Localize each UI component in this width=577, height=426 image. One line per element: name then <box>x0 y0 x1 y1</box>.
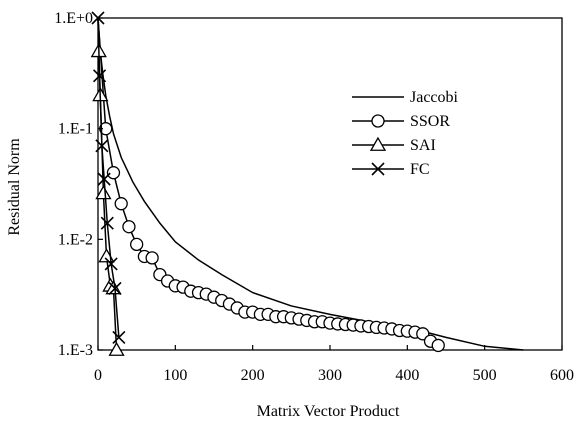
x-tick-label: 400 <box>395 367 419 384</box>
series-ssor <box>97 17 445 353</box>
series-sai <box>90 17 125 356</box>
y-tick-label: 1.E-1 <box>58 121 93 138</box>
legend-marker <box>369 136 387 151</box>
series-fc <box>91 11 126 344</box>
legend-marker <box>371 162 385 176</box>
legend: Jaccobi SSOR SAI FC <box>352 89 459 178</box>
data-point <box>145 251 159 265</box>
series-jaccobi <box>97 17 524 351</box>
legend-label: SAI <box>410 137 436 154</box>
x-tick-label: 500 <box>473 367 497 384</box>
x-marker-stroke <box>95 139 109 153</box>
data-point <box>130 237 144 252</box>
data-point <box>122 220 136 234</box>
data-point <box>108 341 125 356</box>
y-axis-title: Residual Norm <box>6 138 23 236</box>
data-point <box>114 197 128 211</box>
series-line <box>97 17 439 347</box>
plot-border <box>97 17 563 351</box>
data-point <box>112 330 126 344</box>
y-tick-label: 1.E-3 <box>58 342 93 359</box>
x-tick-label: 0 <box>94 367 102 384</box>
data-point <box>104 257 118 271</box>
x-tick-label: 300 <box>318 367 342 384</box>
legend-item: SSOR <box>352 113 450 130</box>
data-point <box>431 338 445 353</box>
legend-item: FC <box>352 161 430 178</box>
legend-item: Jaccobi <box>352 89 459 106</box>
x-marker-stroke <box>108 281 122 296</box>
legend-marker <box>371 114 385 128</box>
plot-area <box>97 17 563 351</box>
legend-label: FC <box>410 161 430 178</box>
x-tick-label: 200 <box>241 367 265 384</box>
data-point <box>106 166 121 180</box>
x-marker-stroke <box>371 162 385 176</box>
x-marker-stroke <box>104 257 118 271</box>
legend-label: Jaccobi <box>410 89 459 106</box>
data-point <box>100 216 114 230</box>
x-marker-stroke <box>92 69 107 83</box>
data-point <box>95 139 109 153</box>
data-point <box>92 69 107 83</box>
series-line <box>97 17 524 351</box>
x-marker-stroke <box>112 330 126 344</box>
series-layer <box>90 11 524 356</box>
x-tick-label: 600 <box>550 367 574 384</box>
data-point <box>108 281 122 296</box>
y-tick-label: 1.E+0 <box>54 10 93 27</box>
x-tick-label: 100 <box>163 367 187 384</box>
x-marker-stroke <box>97 172 111 186</box>
axis-layer: 0 100 200 300 400 500 600 1.E+0 1.E-1 1.E-2 1.E-3 <box>54 10 574 384</box>
x-axis-title: Matrix Vector Product <box>257 403 400 420</box>
x-marker-stroke <box>100 216 114 230</box>
legend-item: SAI <box>352 136 436 154</box>
data-point <box>97 172 111 186</box>
legend-label: SSOR <box>410 113 450 130</box>
data-point <box>95 185 112 200</box>
series-line <box>97 17 120 338</box>
y-tick-label: 1.E-2 <box>58 231 93 248</box>
